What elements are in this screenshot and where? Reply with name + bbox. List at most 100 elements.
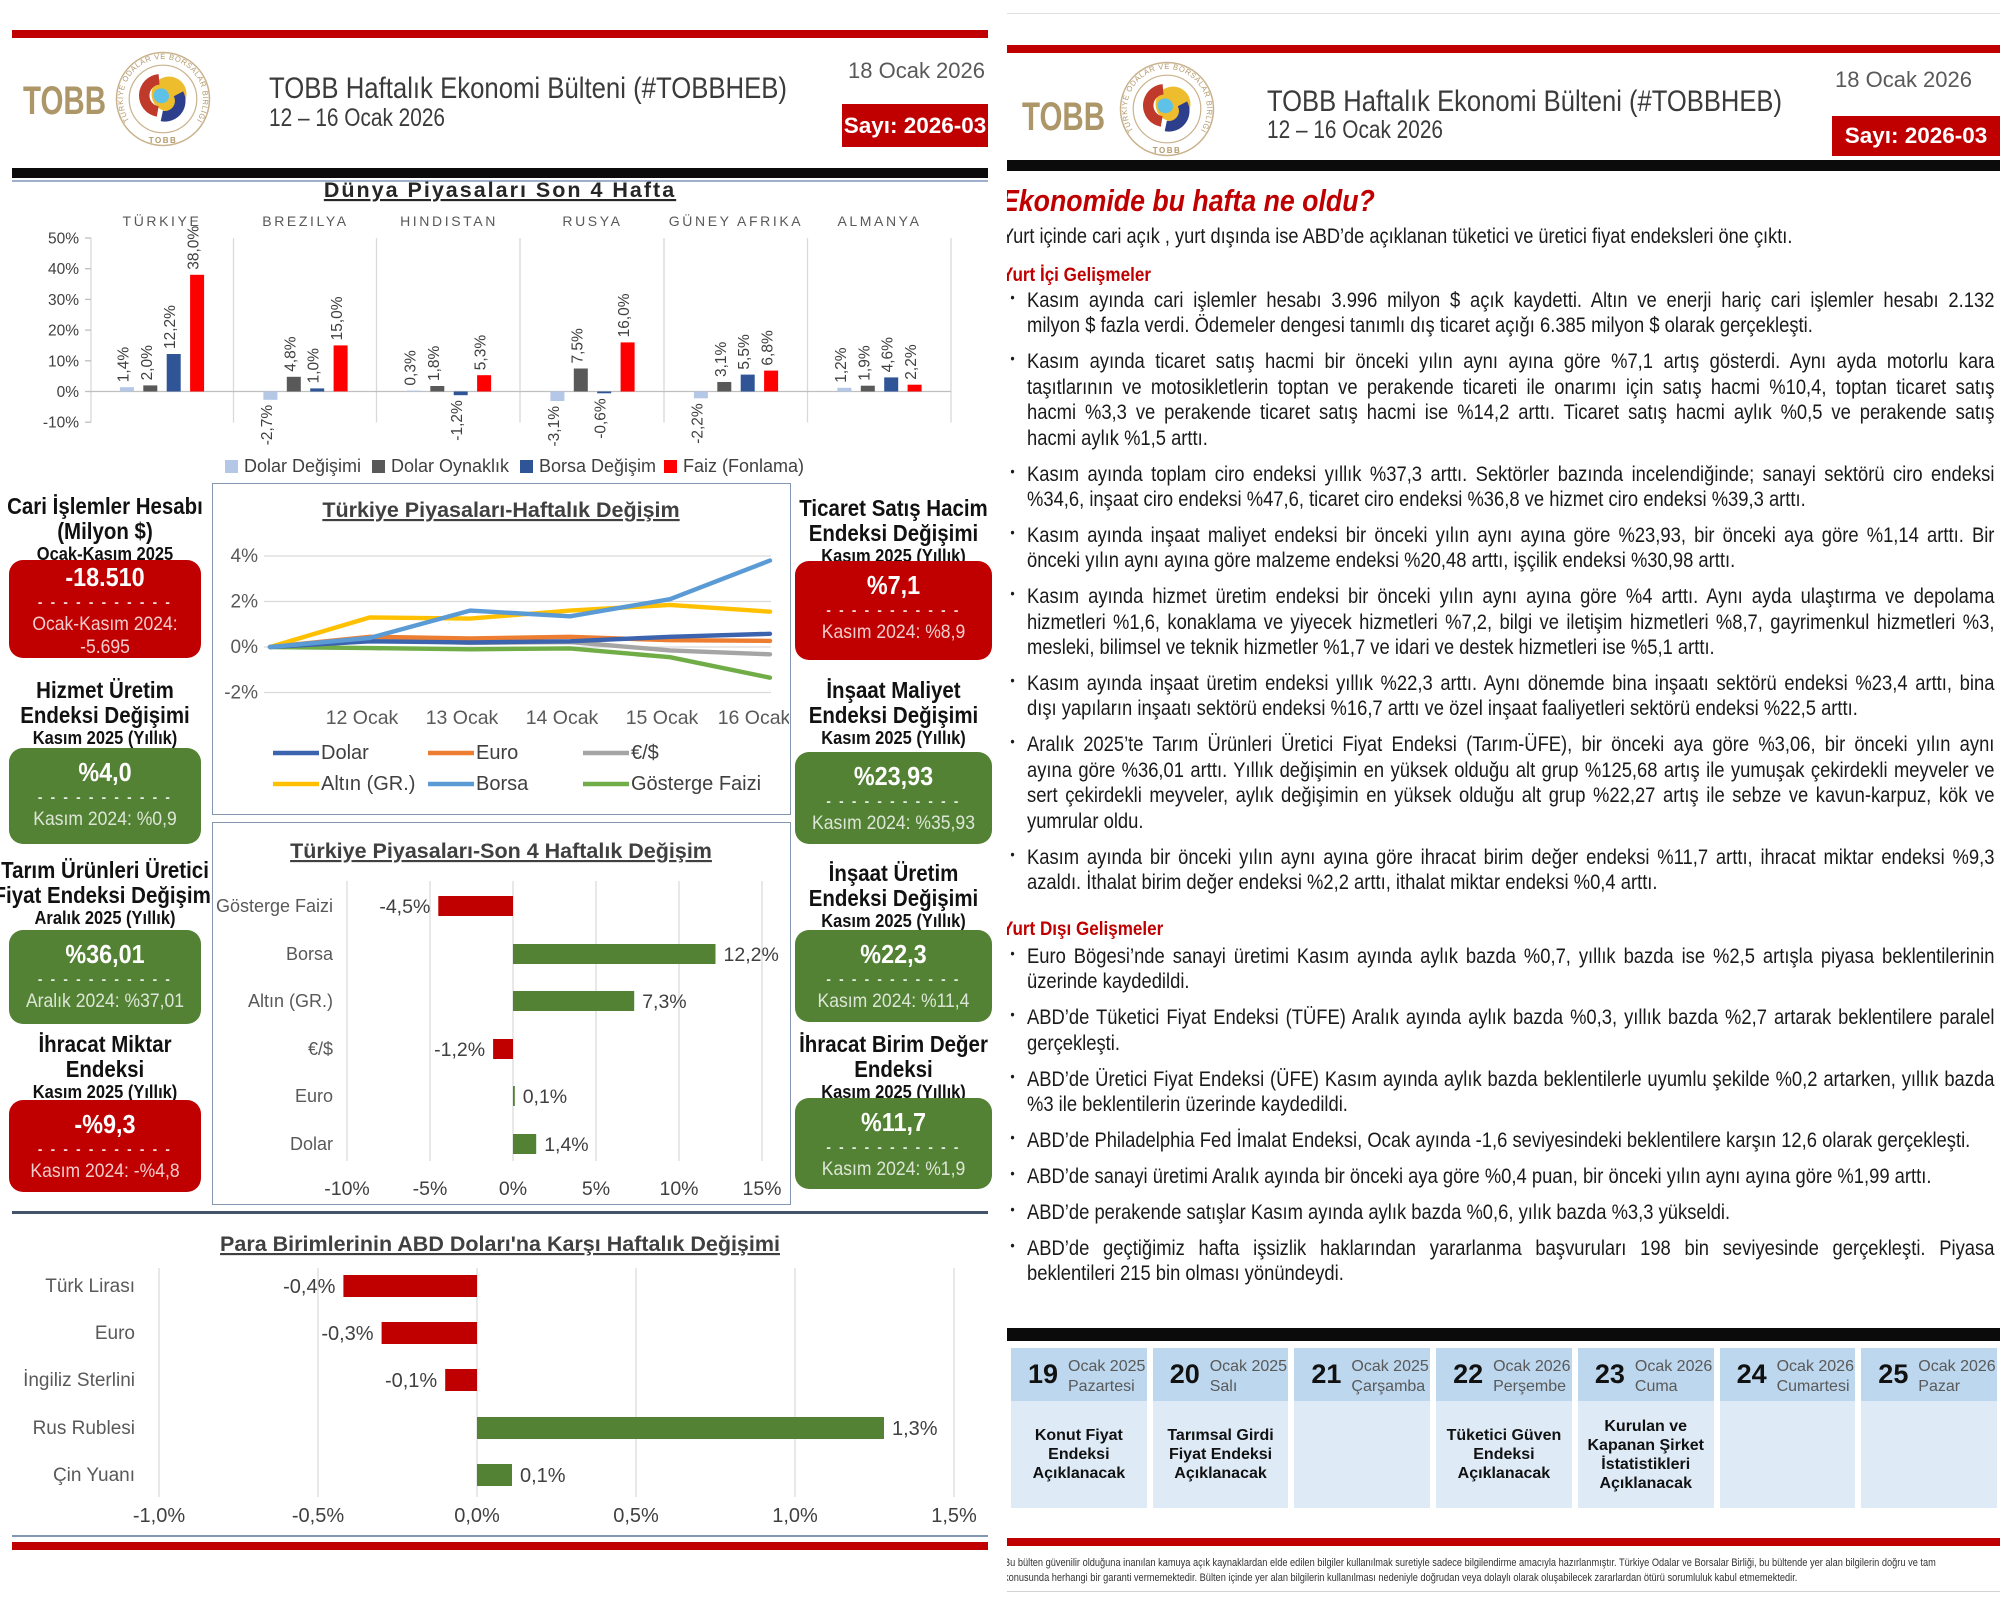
svg-text:1,2%: 1,2% (833, 347, 850, 383)
svg-text:Altın (GR.): Altın (GR.) (248, 991, 333, 1011)
svg-text:40%: 40% (48, 261, 79, 278)
svg-text:2,2%: 2,2% (903, 344, 920, 380)
svg-text:1,3%: 1,3% (892, 1418, 938, 1440)
svg-text:TOBB: TOBB (23, 81, 106, 121)
svg-text:Para Birimlerinin ABD Doları'n: Para Birimlerinin ABD Doları'na Karşı Ha… (220, 1232, 780, 1256)
svg-text:Borsa: Borsa (476, 773, 529, 795)
svg-text:€/$: €/$ (631, 742, 659, 764)
svg-text:Euro: Euro (476, 742, 518, 764)
svg-text:Dolar Oynaklık: Dolar Oynaklık (391, 456, 510, 476)
svg-text:Rus Rublesi: Rus Rublesi (33, 1418, 135, 1439)
svg-text:7,5%: 7,5% (569, 328, 586, 364)
svg-text:10%: 10% (659, 1178, 698, 1200)
svg-text:4,6%: 4,6% (880, 337, 897, 373)
svg-text:15 Ocak: 15 Ocak (626, 707, 699, 729)
svg-text:38,0%: 38,0% (186, 226, 203, 270)
svg-text:RUSYA: RUSYA (562, 213, 622, 229)
svg-text:-1,0%: -1,0% (133, 1505, 185, 1527)
svg-text:-1,2%: -1,2% (434, 1039, 485, 1061)
svg-text:€/$: €/$ (308, 1039, 333, 1059)
svg-text:Borsa: Borsa (286, 944, 334, 964)
svg-text:Altın (GR.): Altın (GR.) (321, 773, 415, 795)
svg-text:15%: 15% (742, 1178, 781, 1200)
svg-text:4,8%: 4,8% (282, 336, 299, 372)
svg-text:BREZILYA: BREZILYA (262, 213, 348, 229)
svg-text:2%: 2% (231, 592, 259, 613)
svg-text:-2%: -2% (224, 683, 258, 704)
svg-text:TOBB Haftalık Ekonomi Bülteni: TOBB Haftalık Ekonomi Bülteni (#TOBBHEB) (1267, 85, 1782, 118)
svg-text:-2,7%: -2,7% (259, 405, 276, 446)
svg-text:12,2%: 12,2% (162, 305, 179, 349)
svg-text:Borsa Değişim: Borsa Değişim (539, 456, 656, 476)
svg-text:Türkiye Piyasaları-Son 4 Hafta: Türkiye Piyasaları-Son 4 Haftalık Değişi… (290, 839, 712, 863)
svg-text:Dolar: Dolar (290, 1134, 333, 1154)
svg-text:16 Ocak: 16 Ocak (718, 707, 789, 729)
svg-text:15,0%: 15,0% (329, 296, 346, 340)
svg-text:50%: 50% (48, 231, 79, 248)
svg-text:-10%: -10% (324, 1178, 370, 1200)
svg-text:Gösterge Faizi: Gösterge Faizi (631, 773, 761, 795)
svg-text:0%: 0% (499, 1178, 527, 1200)
svg-text:HINDISTAN: HINDISTAN (400, 213, 498, 229)
svg-text:1,4%: 1,4% (544, 1134, 588, 1156)
svg-text:0,5%: 0,5% (613, 1505, 659, 1527)
svg-text:-0,4%: -0,4% (283, 1276, 335, 1298)
svg-text:5%: 5% (582, 1178, 610, 1200)
svg-text:Türk Lirası: Türk Lirası (45, 1276, 135, 1297)
svg-text:TÜRKIYE: TÜRKIYE (123, 212, 202, 229)
svg-text:-0,3%: -0,3% (321, 1323, 373, 1345)
svg-text:İngiliz Sterlini: İngiliz Sterlini (23, 1370, 135, 1391)
svg-text:12 – 16 Ocak 2026: 12 – 16 Ocak 2026 (269, 104, 445, 132)
svg-text:ALMANYA: ALMANYA (837, 213, 921, 229)
svg-text:Faiz (Fonlama): Faiz (Fonlama) (683, 456, 804, 476)
svg-text:1,4%: 1,4% (115, 347, 132, 383)
svg-text:TOBB: TOBB (1022, 97, 1105, 137)
svg-text:2,0%: 2,0% (139, 345, 156, 381)
svg-text:-0,5%: -0,5% (292, 1505, 344, 1527)
svg-text:-5%: -5% (413, 1178, 448, 1200)
svg-text:0,1%: 0,1% (520, 1465, 566, 1487)
svg-text:5,3%: 5,3% (473, 335, 490, 371)
svg-text:Çin Yuanı: Çin Yuanı (53, 1465, 135, 1486)
svg-text:-0,6%: -0,6% (593, 398, 610, 439)
svg-text:TOBB: TOBB (149, 136, 178, 145)
svg-text:16,0%: 16,0% (616, 293, 633, 337)
svg-text:0,1%: 0,1% (523, 1086, 567, 1108)
svg-text:Dolar: Dolar (321, 742, 369, 764)
svg-text:Gösterge Faizi: Gösterge Faizi (216, 896, 333, 916)
svg-text:6,8%: 6,8% (760, 330, 777, 366)
svg-text:0,0%: 0,0% (454, 1505, 500, 1527)
svg-text:1,0%: 1,0% (772, 1505, 818, 1527)
svg-text:TOBB: TOBB (1153, 146, 1182, 155)
svg-text:1,8%: 1,8% (426, 345, 443, 381)
svg-text:GÜNEY AFRIKA: GÜNEY AFRIKA (669, 212, 803, 229)
svg-text:-3,1%: -3,1% (546, 406, 563, 447)
svg-text:12,2%: 12,2% (724, 944, 779, 966)
svg-text:0%: 0% (57, 384, 80, 401)
svg-text:-4,5%: -4,5% (379, 896, 430, 918)
svg-text:30%: 30% (48, 292, 79, 309)
svg-text:3,1%: 3,1% (713, 341, 730, 377)
svg-text:TOBB Haftalık Ekonomi Bülteni: TOBB Haftalık Ekonomi Bülteni (#TOBBHEB) (269, 72, 787, 105)
svg-text:20%: 20% (48, 323, 79, 340)
svg-text:Euro: Euro (95, 1323, 135, 1344)
svg-text:0,3%: 0,3% (402, 350, 419, 386)
svg-text:0%: 0% (231, 637, 259, 658)
svg-text:12 Ocak: 12 Ocak (326, 707, 399, 729)
svg-text:13 Ocak: 13 Ocak (426, 707, 499, 729)
svg-text:-2,2%: -2,2% (689, 403, 706, 444)
svg-text:12 – 16 Ocak 2026: 12 – 16 Ocak 2026 (1267, 116, 1443, 144)
svg-text:Dolar Değişimi: Dolar Değişimi (244, 456, 361, 476)
svg-text:14 Ocak: 14 Ocak (526, 707, 599, 729)
svg-text:1,5%: 1,5% (931, 1505, 977, 1527)
svg-text:4%: 4% (231, 546, 259, 567)
svg-text:-1,2%: -1,2% (449, 400, 466, 441)
svg-text:10%: 10% (48, 353, 79, 370)
svg-text:Euro: Euro (295, 1086, 333, 1106)
svg-text:1,9%: 1,9% (856, 345, 873, 381)
svg-text:1,0%: 1,0% (306, 348, 323, 384)
svg-text:Dünya Piyasaları Son 4 Hafta: Dünya Piyasaları Son 4 Hafta (324, 178, 676, 202)
svg-text:-10%: -10% (43, 415, 79, 432)
svg-text:-0,1%: -0,1% (385, 1370, 437, 1392)
svg-text:5,5%: 5,5% (736, 334, 753, 370)
